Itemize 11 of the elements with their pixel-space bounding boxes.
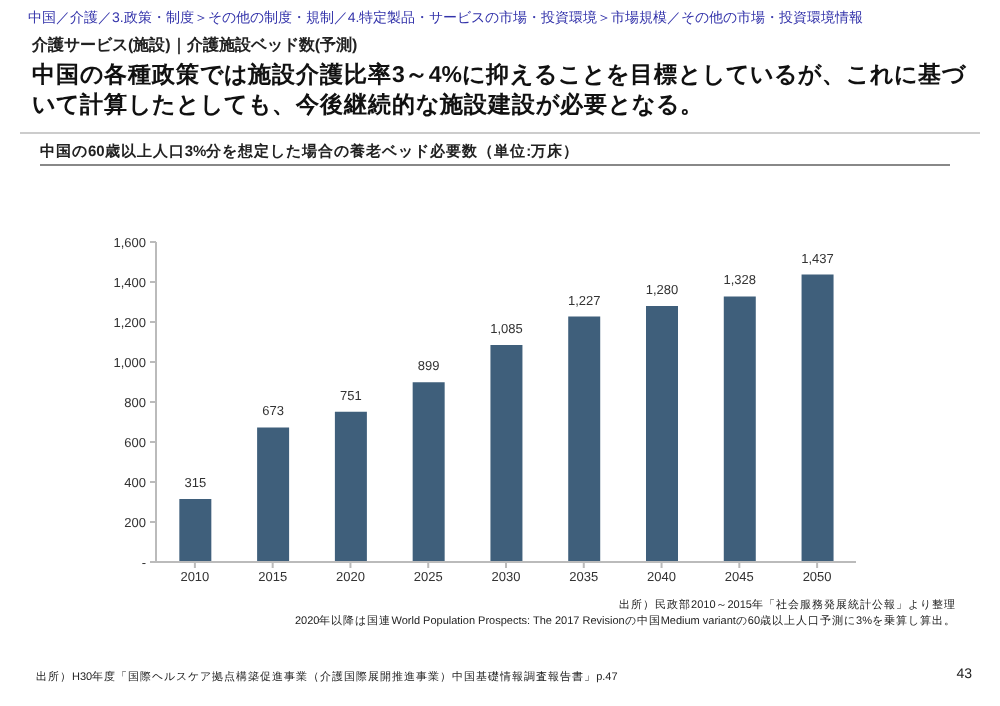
bar <box>257 427 290 562</box>
bar <box>568 316 601 562</box>
bar <box>801 274 834 562</box>
bar <box>490 345 523 562</box>
chart-title: 中国の各種政策では施設介護比率3～4%に抑えることを目標としているが、これに基づいて計算したとしても、今後継続的な施設建設が必要となる。 <box>32 62 969 122</box>
bar <box>334 411 367 562</box>
bar <box>179 499 212 562</box>
bar <box>723 296 756 562</box>
bar <box>646 306 678 562</box>
text: 介護サービス(施設)｜介護施設ベッド数(予測) <box>32 34 358 56</box>
bar <box>412 382 445 562</box>
